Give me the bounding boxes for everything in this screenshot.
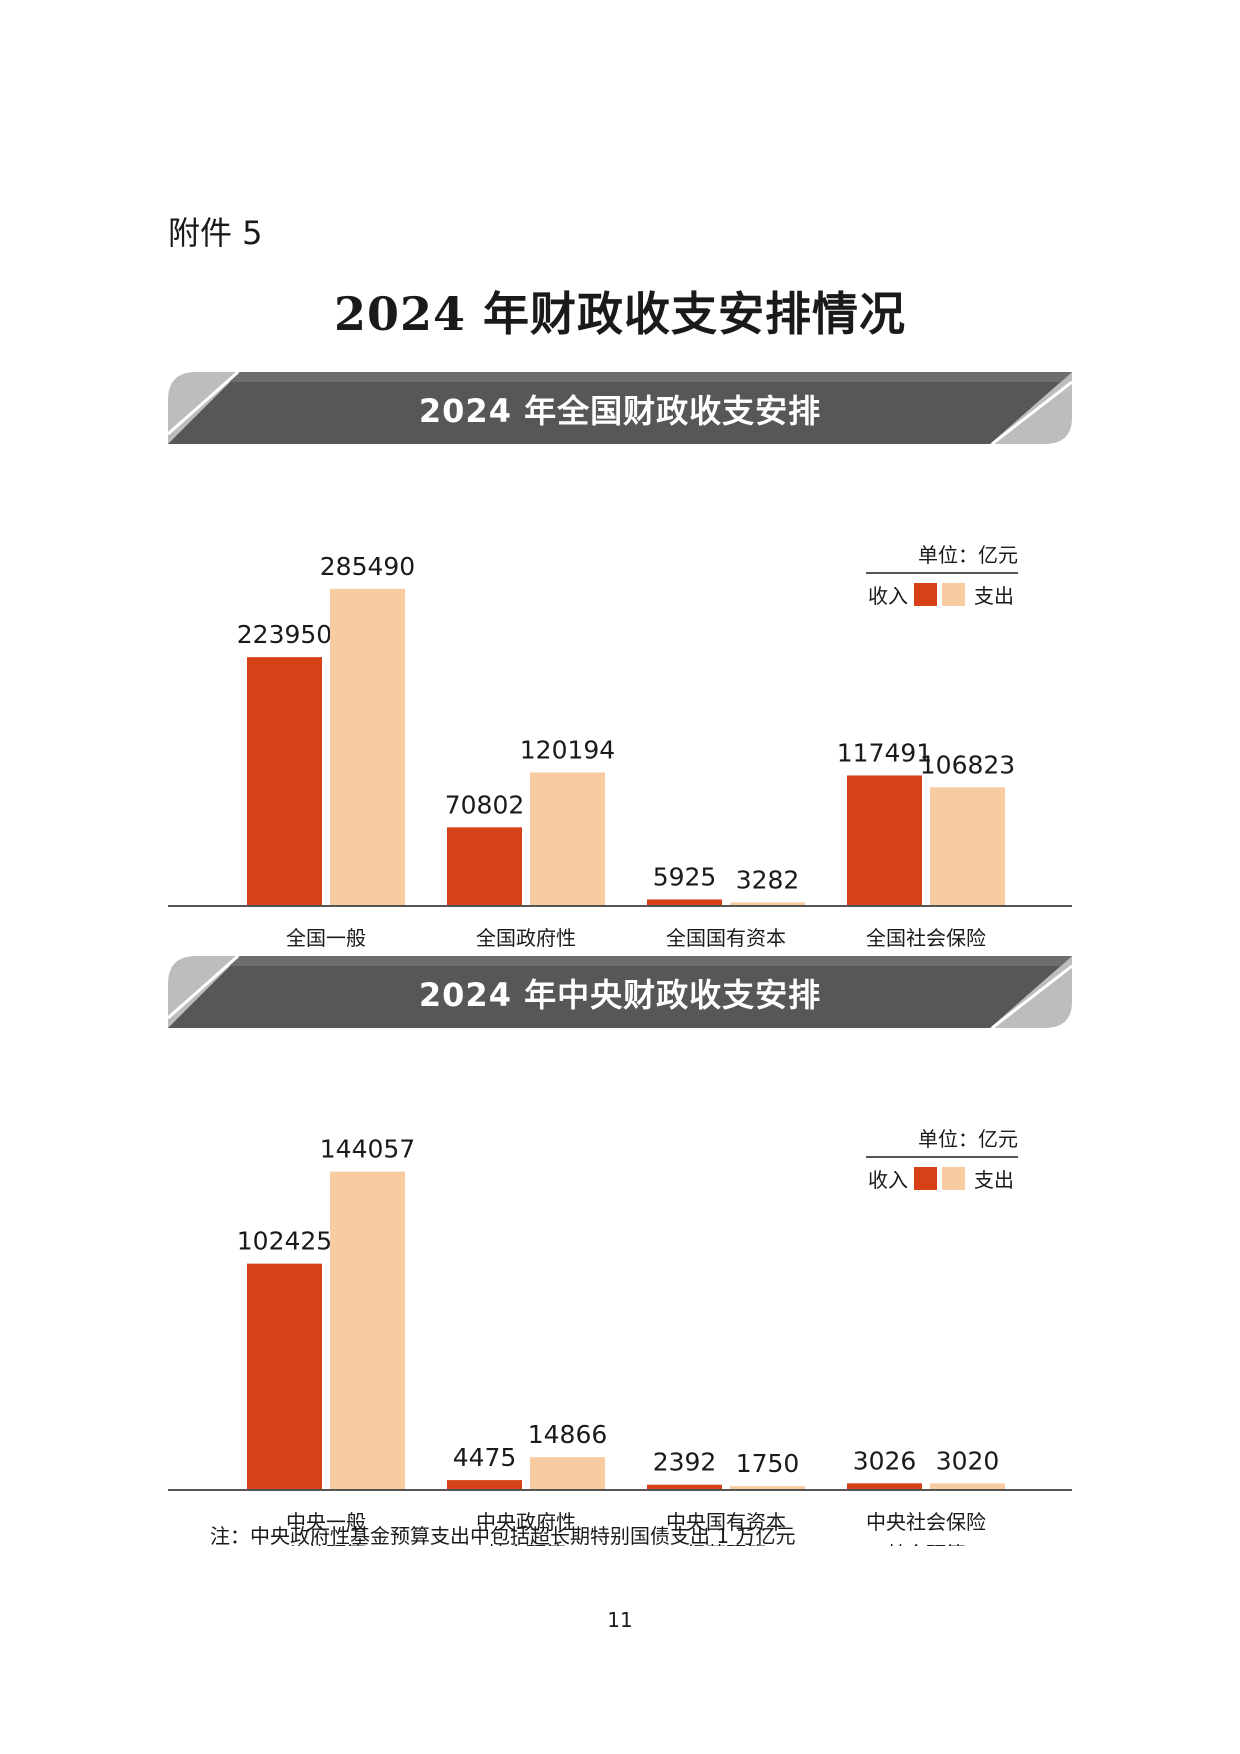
income-bar-0 [247,1263,322,1490]
category-label-2-0: 中央国有资本 [666,1510,786,1534]
unit-label: 单位：亿元 [918,543,1018,567]
income-bar-1 [447,1480,522,1490]
legend-swatch-expenditure [942,1167,965,1190]
category-label-1-1: 基金预算 [486,1542,566,1546]
category-label-1-0: 中央政府性 [476,1510,576,1534]
legend-label-income: 收入 [868,1168,908,1192]
page-number: 11 [607,1608,633,1632]
income-value-label-2: 5925 [653,862,717,891]
expenditure-bar-0 [330,1171,405,1490]
expenditure-bar-3 [930,787,1005,906]
expenditure-value-label-3: 106823 [920,750,1015,779]
expenditure-bar-1 [530,772,605,906]
category-label-3-0: 全国社会保险 [866,926,986,950]
section-banner: 2024 年全国财政收支安排 [168,372,1072,444]
central-section: 2024 年中央财政收支安排 单位：亿元 收入 支出 102425 144057 中央一般… [0,956,1240,1546]
income-bar-0 [247,657,322,906]
category-label-2-1: 经营预算 [686,1542,766,1546]
income-bar-3 [847,775,922,906]
income-value-label-0: 102425 [237,1227,332,1256]
expenditure-value-label-1: 14866 [528,1420,608,1449]
legend-swatch-expenditure [942,583,965,606]
expenditure-value-label-2: 3282 [736,865,800,894]
income-value-label-2: 2392 [653,1448,717,1477]
expenditure-value-label-0: 285490 [320,552,415,581]
income-value-label-1: 70802 [445,790,525,819]
category-label-0-0: 全国一般 [286,926,366,950]
income-value-label-1: 4475 [453,1443,517,1472]
expenditure-value-label-0: 144057 [320,1135,415,1164]
attachment-label: 附件 5 [168,214,263,252]
unit-label: 单位：亿元 [918,1127,1018,1151]
income-value-label-3: 117491 [837,738,932,767]
income-bar-1 [447,827,522,906]
expenditure-bar-1 [530,1457,605,1490]
expenditure-value-label-3: 3020 [936,1446,1000,1475]
expenditure-bar-2 [730,902,805,906]
income-value-label-0: 223950 [237,620,332,649]
expenditure-value-label-1: 120194 [520,735,615,764]
category-label-3-0: 中央社会保险 [866,1510,986,1534]
national-section: 2024 年全国财政收支安排 单位：亿元 收入 支出 223950 285490 全国一般… [0,372,1240,962]
category-label-0-0: 中央一般 [286,1510,366,1534]
income-bar-2 [647,1484,722,1490]
section-banner: 2024 年中央财政收支安排 [168,956,1072,1028]
legend-swatch-income [914,583,937,606]
expenditure-bar-0 [330,588,405,906]
income-bar-3 [847,1483,922,1490]
category-label-1-0: 全国政府性 [476,926,576,950]
expenditure-bar-2 [730,1486,805,1490]
income-value-label-3: 3026 [853,1446,917,1475]
category-label-0-1: 公共预算 [286,1542,366,1546]
national-bar-chart: 单位：亿元收入支出223950285490全国一般公共预算70802120194… [168,543,1072,962]
footnote: 注：中央政府性基金预算支出中包括超长期特别国债支出 1 万亿元 [210,1524,796,1548]
income-bar-2 [647,899,722,906]
legend-label-income: 收入 [868,584,908,608]
legend-label-expenditure: 支出 [974,584,1014,608]
expenditure-bar-3 [930,1483,1005,1490]
legend-label-expenditure: 支出 [974,1168,1014,1192]
page-title: 2024 年财政收支安排情况 [333,287,907,341]
chart-title: 2024 年中央财政收支安排 [418,976,822,1014]
legend-swatch-income [914,1167,937,1190]
category-label-2-0: 全国国有资本 [666,926,786,950]
expenditure-value-label-2: 1750 [736,1449,800,1478]
chart-title: 2024 年全国财政收支安排 [418,392,822,430]
category-label-3-1: 基金预算 [886,1542,966,1546]
